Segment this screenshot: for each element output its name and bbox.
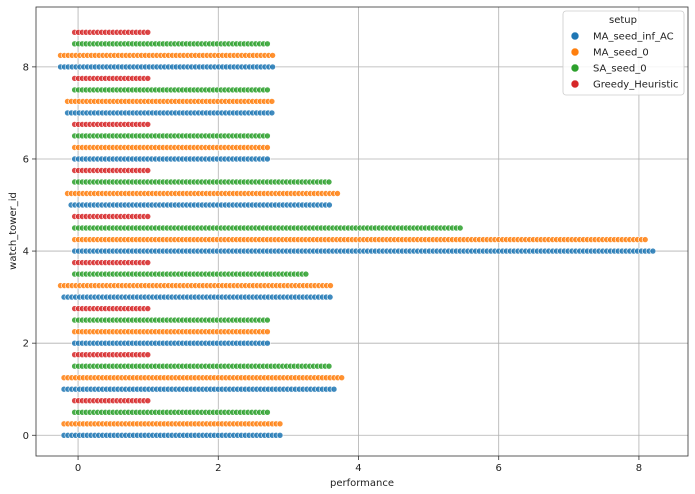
data-point — [338, 374, 346, 382]
y-axis-label: watch_tower_id — [8, 192, 19, 270]
data-point — [264, 40, 271, 48]
legend-title: setup — [609, 15, 637, 26]
data-point — [264, 144, 271, 151]
legend-marker — [570, 31, 580, 41]
legend-item-Greedy_Heuristic: Greedy_Heuristic — [570, 79, 679, 91]
data-point — [269, 63, 276, 71]
data-point — [144, 213, 152, 220]
legend-marker — [570, 79, 580, 89]
data-point — [264, 316, 271, 324]
data-point — [264, 155, 271, 163]
legend-label: MA_seed_inf_AC — [593, 32, 674, 43]
data-point — [144, 351, 152, 359]
x-tick-label: 2 — [215, 463, 221, 474]
data-point — [456, 224, 464, 232]
y-tick-label: 0 — [23, 431, 29, 442]
data-point — [276, 420, 284, 428]
data-point — [144, 397, 152, 405]
x-tick-label: 6 — [496, 463, 502, 474]
legend-frame — [562, 10, 685, 96]
data-point — [264, 132, 271, 140]
data-point — [649, 247, 657, 255]
data-point — [641, 236, 649, 243]
series-Greedy_Heuristic — [71, 28, 152, 405]
data-point — [269, 52, 276, 59]
legend-label: Greedy_Heuristic — [593, 80, 679, 91]
data-points — [57, 28, 657, 439]
legend-item-MA_seed_inf_AC: MA_seed_inf_AC — [570, 31, 674, 43]
data-point — [325, 362, 333, 370]
data-point — [264, 339, 271, 347]
data-point — [276, 431, 284, 439]
data-point — [144, 259, 152, 266]
y-tick-label: 4 — [23, 247, 29, 258]
data-point — [264, 328, 271, 336]
x-tick-label: 4 — [355, 463, 361, 474]
legend-label: MA_seed_0 — [593, 48, 649, 59]
x-axis-label: performance — [330, 478, 394, 489]
data-point — [325, 178, 333, 186]
legend-marker — [570, 47, 580, 57]
x-tick-label: 8 — [636, 463, 642, 474]
plot-frame — [35, 6, 689, 457]
data-point — [327, 282, 334, 289]
legend-marker — [570, 63, 580, 73]
series-MA_seed_inf_AC — [57, 63, 657, 439]
legend-label: SA_seed_0 — [593, 64, 647, 75]
legend: setup MA_seed_inf_AC MA_seed_0 SA_seed_0 Gr… — [562, 10, 685, 96]
data-point — [264, 86, 271, 94]
y-tick-label: 8 — [23, 62, 29, 73]
x-tick-label: 0 — [75, 463, 81, 474]
series-SA_seed_0 — [71, 40, 464, 416]
data-point — [334, 190, 341, 197]
legend-item-SA_seed_0: SA_seed_0 — [570, 63, 647, 75]
series-MA_seed_0 — [57, 52, 649, 428]
data-point — [144, 75, 152, 82]
data-point — [144, 305, 152, 312]
legend-item-MA_seed_0: MA_seed_0 — [570, 47, 649, 59]
data-point — [326, 293, 334, 301]
data-point — [268, 109, 276, 117]
data-point — [302, 270, 310, 278]
y-tick-label: 2 — [23, 339, 29, 350]
data-point — [326, 201, 333, 209]
y-tick-label: 6 — [23, 154, 29, 165]
data-point — [264, 408, 271, 416]
data-point — [144, 167, 152, 174]
data-point — [268, 98, 276, 105]
axis-ticks: 0 2 4 6 8 0 2 4 6 8 — [23, 62, 642, 474]
data-point — [330, 385, 338, 393]
data-point — [144, 28, 152, 36]
data-point — [144, 121, 152, 128]
legend-items: MA_seed_inf_AC MA_seed_0 SA_seed_0 Greedy_H… — [570, 31, 679, 91]
